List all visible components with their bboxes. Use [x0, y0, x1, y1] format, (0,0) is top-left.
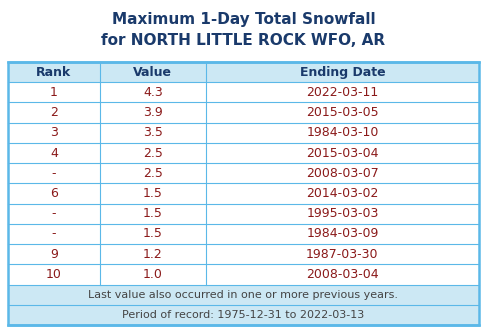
Text: 1.5: 1.5 — [143, 187, 163, 200]
Text: 1.5: 1.5 — [143, 227, 163, 240]
Text: 2014-03-02: 2014-03-02 — [306, 187, 378, 200]
Text: 1: 1 — [50, 86, 58, 99]
Text: Last value also occurred in one or more previous years.: Last value also occurred in one or more … — [89, 290, 398, 300]
Text: 6: 6 — [50, 187, 58, 200]
Text: 2008-03-04: 2008-03-04 — [306, 268, 379, 281]
Text: Ending Date: Ending Date — [300, 66, 385, 79]
Text: 1.0: 1.0 — [143, 268, 163, 281]
Text: Rank: Rank — [37, 66, 72, 79]
Text: 1.2: 1.2 — [143, 248, 163, 261]
Text: 2008-03-07: 2008-03-07 — [306, 167, 379, 180]
Bar — [8, 305, 479, 325]
Bar — [8, 62, 479, 325]
Text: 9: 9 — [50, 248, 58, 261]
Text: 3.9: 3.9 — [143, 106, 163, 119]
Text: 1.5: 1.5 — [143, 207, 163, 220]
Text: 1984-03-09: 1984-03-09 — [306, 227, 378, 240]
Text: 2.5: 2.5 — [143, 147, 163, 160]
Text: 10: 10 — [46, 268, 62, 281]
Text: 2: 2 — [50, 106, 58, 119]
Text: 1995-03-03: 1995-03-03 — [306, 207, 378, 220]
Text: for NORTH LITTLE ROCK WFO, AR: for NORTH LITTLE ROCK WFO, AR — [101, 33, 386, 48]
Text: Value: Value — [133, 66, 172, 79]
Text: -: - — [52, 207, 56, 220]
Text: Maximum 1-Day Total Snowfall: Maximum 1-Day Total Snowfall — [112, 12, 375, 27]
Text: 2.5: 2.5 — [143, 167, 163, 180]
Text: 2015-03-05: 2015-03-05 — [306, 106, 379, 119]
Text: 2015-03-04: 2015-03-04 — [306, 147, 379, 160]
Text: 4.3: 4.3 — [143, 86, 163, 99]
Text: 3.5: 3.5 — [143, 126, 163, 139]
Text: 1984-03-10: 1984-03-10 — [306, 126, 378, 139]
Text: -: - — [52, 167, 56, 180]
Text: -: - — [52, 227, 56, 240]
Text: 4: 4 — [50, 147, 58, 160]
Text: 1987-03-30: 1987-03-30 — [306, 248, 379, 261]
Bar — [8, 285, 479, 305]
Text: 2022-03-11: 2022-03-11 — [306, 86, 378, 99]
Text: Period of record: 1975-12-31 to 2022-03-13: Period of record: 1975-12-31 to 2022-03-… — [122, 310, 365, 320]
Bar — [8, 62, 479, 82]
Text: 3: 3 — [50, 126, 58, 139]
